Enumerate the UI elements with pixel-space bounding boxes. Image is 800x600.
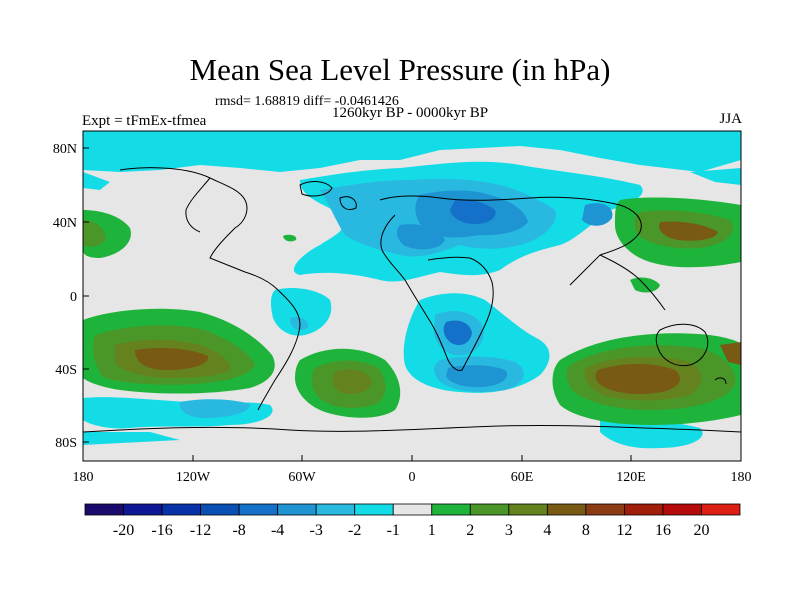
lat-tick-label: 80S <box>55 436 77 451</box>
colorbar-swatch <box>315 503 356 516</box>
lon-tick-label: 180 <box>73 470 94 485</box>
lon-tick-label: 120E <box>616 470 646 485</box>
colorbar-label: -3 <box>310 522 323 539</box>
colorbar-swatch <box>508 503 548 516</box>
colorbar-swatch <box>585 503 625 516</box>
coastlines <box>83 167 741 433</box>
lat-tick-label: 0 <box>70 290 77 305</box>
pressure-field <box>83 131 741 461</box>
australia-coast <box>655 323 709 367</box>
colorbar-label: 20 <box>693 522 709 539</box>
colorbar-label: -4 <box>271 522 284 539</box>
lon-tick-label: 0 <box>409 470 416 485</box>
colorbar-swatch <box>84 503 124 516</box>
colorbar-swatch <box>469 503 510 516</box>
lat-tick-label: 40N <box>53 216 77 231</box>
period-text: 1260kyr BP - 0000kyr BP <box>331 105 489 121</box>
stats-text: rmsd= 1.68819 diff= -0.0461426 <box>215 94 399 109</box>
map-title: Mean Sea Level Pressure (in hPa) <box>189 52 611 87</box>
latitude-axis: 80N 40N 0 40S 80S <box>53 142 89 451</box>
colorbar-swatch <box>354 503 394 516</box>
lat-tick-label: 40S <box>55 363 77 378</box>
lon-tick-label: 120W <box>176 470 211 485</box>
colorbar-label: 4 <box>543 522 551 539</box>
colorbar-label: -1 <box>387 522 400 539</box>
lat-tick-label: 80N <box>53 142 77 157</box>
longitude-axis: 180 120W 60W 0 60E 120E 180 <box>73 455 752 485</box>
colorbar-swatch <box>392 503 433 516</box>
lon-tick-label: 180 <box>731 470 752 485</box>
colorbar-swatch <box>238 503 279 516</box>
colorbar-label: -2 <box>348 522 361 539</box>
colorbar-label: -8 <box>232 522 245 539</box>
colorbar-swatch <box>431 503 471 516</box>
colorbar-label: -16 <box>151 522 172 539</box>
americas-coast <box>119 167 301 411</box>
colorbar: -20 -16 -12 -8 -4 -3 -2 -1 1 2 3 4 8 12 16 20 <box>84 503 741 539</box>
colorbar-label: 16 <box>655 522 671 539</box>
colorbar-label: -12 <box>190 522 211 539</box>
antarctica-coast <box>83 424 741 433</box>
colorbar-swatch <box>546 503 587 516</box>
colorbar-label: 8 <box>582 522 590 539</box>
colorbar-swatch <box>123 503 163 516</box>
lon-tick-label: 60E <box>511 470 534 485</box>
season-label: JJA <box>719 111 742 127</box>
experiment-label: Expt = tFmEx-tfmea <box>82 113 207 129</box>
colorbar-swatch <box>161 503 201 516</box>
colorbar-label: 12 <box>616 522 632 539</box>
colorbar-swatch <box>624 503 664 516</box>
colorbar-label: 2 <box>466 522 474 539</box>
lon-tick-label: 60W <box>288 470 316 485</box>
colorbar-label: 1 <box>428 522 436 539</box>
africa-coast <box>380 214 494 371</box>
colorbar-swatch <box>277 503 317 516</box>
colorbar-swatch <box>701 503 741 516</box>
colorbar-swatch <box>200 503 240 516</box>
cyan-arctic <box>83 131 741 172</box>
colorbar-label: -20 <box>113 522 134 539</box>
colorbar-label: 3 <box>505 522 513 539</box>
colorbar-swatch <box>662 503 702 516</box>
